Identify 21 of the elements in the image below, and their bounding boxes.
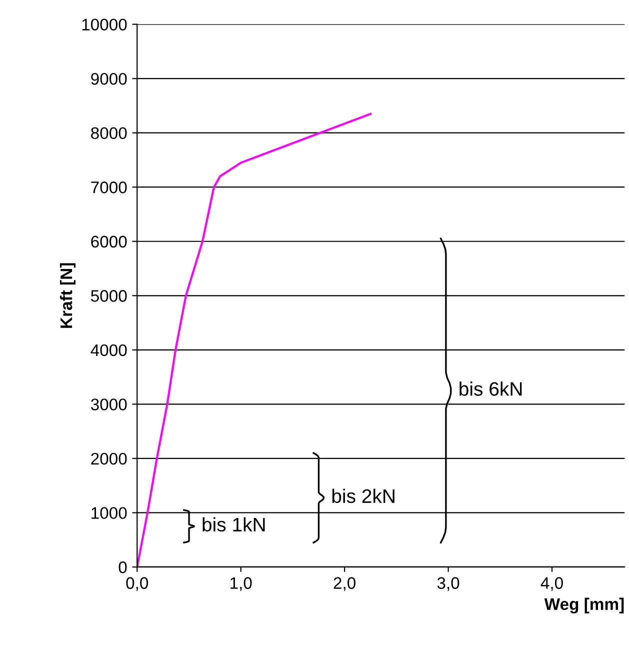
y-tick-label: 6000 — [91, 236, 127, 248]
y-tick-label: 5000 — [90, 290, 127, 302]
y-tick-label: 4000 — [90, 344, 127, 356]
x-tick-label: 3,0 — [437, 577, 460, 591]
annotation: bis 1kN — [202, 517, 265, 532]
y-tick-label: 9000 — [91, 72, 127, 85]
y-tick-label: 8000 — [91, 127, 127, 140]
y-tick-label: 10000 — [82, 18, 127, 31]
x-tick-label: 4,0 — [540, 577, 563, 591]
x-tick-label: 1,0 — [230, 577, 252, 591]
y-tick-label: 0 — [118, 561, 127, 574]
x-tick-label: 0,0 — [126, 577, 148, 591]
x-tick-label: 2,0 — [334, 577, 356, 591]
x-axis-title: Weg [mm] — [544, 598, 624, 614]
y-tick-label: 2000 — [91, 452, 127, 465]
y-tick-label: 7000 — [91, 182, 127, 194]
y-tick-label: 3000 — [90, 398, 127, 410]
annotation: bis 6kN — [460, 382, 522, 396]
y-tick-label: 1000 — [92, 507, 127, 519]
y-axis-title: Kraft [N] — [60, 263, 76, 328]
annotation: bis 2kN — [332, 488, 394, 504]
